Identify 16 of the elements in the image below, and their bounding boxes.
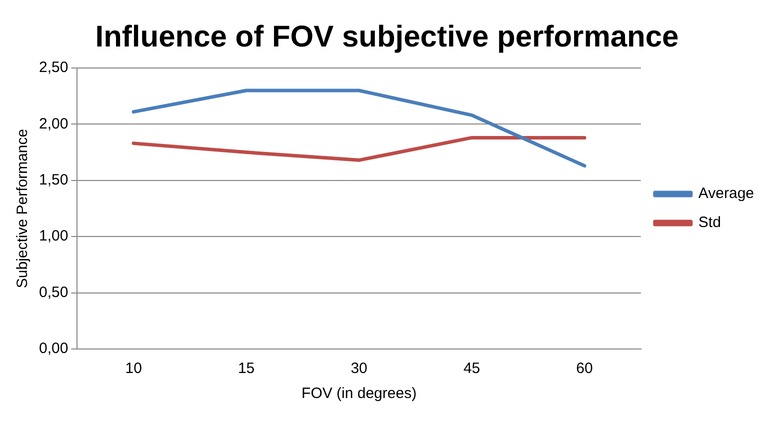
- y-tick-label: 0,00: [38, 340, 68, 358]
- x-tick-label: 10: [125, 360, 142, 378]
- legend-label: Std: [698, 214, 721, 232]
- x-axis-title: FOV (in degrees): [302, 385, 417, 402]
- y-tick-label: 1,00: [38, 228, 68, 245]
- y-tick-label: 0,50: [38, 284, 68, 301]
- y-tick-label: 1,50: [38, 172, 68, 189]
- y-axis-title: Subjective Performance: [14, 128, 32, 288]
- x-tick-label: 60: [576, 360, 593, 378]
- x-tick-label: 15: [238, 360, 255, 378]
- x-tick-label: 30: [350, 360, 368, 378]
- legend-label: Average: [698, 185, 754, 202]
- x-tick-label: 45: [463, 360, 480, 378]
- y-tick-label: 2,50: [38, 59, 68, 76]
- chart-title: Influence of FOV subjective performance: [95, 20, 679, 54]
- y-tick-label: 2,00: [38, 115, 68, 132]
